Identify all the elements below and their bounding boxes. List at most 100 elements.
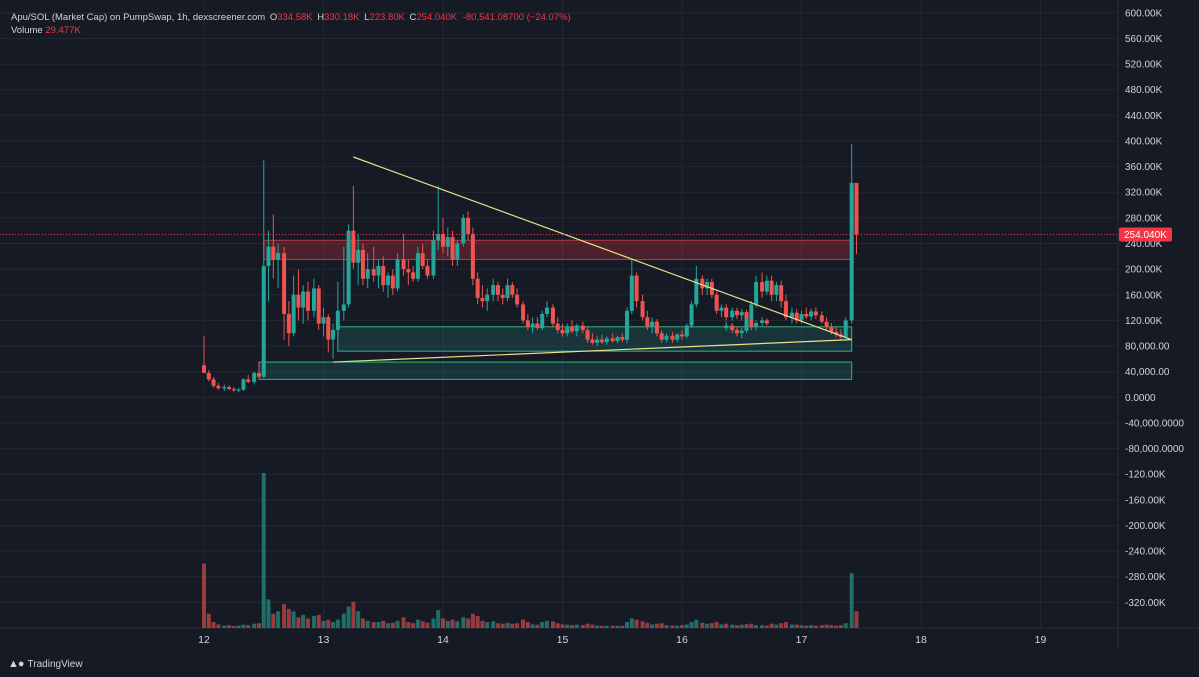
candle-body [629, 275, 634, 311]
volume-bar [754, 625, 759, 628]
candle-body [650, 321, 655, 327]
y-tick-label: -320.00K [1125, 598, 1166, 609]
candle-body [202, 365, 206, 373]
candle-body [585, 330, 590, 340]
open-label: O [269, 12, 278, 23]
candle-body [470, 233, 475, 279]
volume-bar [371, 622, 376, 628]
x-tick-label: 15 [557, 634, 569, 646]
volume-bar [565, 624, 570, 628]
volume-bar [834, 625, 839, 628]
volume-bar [346, 606, 351, 628]
volume-bar [590, 624, 595, 628]
candle-body [705, 281, 710, 289]
candle-body [335, 310, 340, 331]
candle-body [311, 288, 316, 311]
candle-body [510, 285, 515, 295]
volume-bar [256, 623, 261, 628]
y-tick-label: -80,000.0000 [1125, 444, 1184, 455]
candle-body [809, 311, 814, 317]
volume-bar [246, 625, 251, 628]
volume-bar [360, 618, 365, 628]
volume-bar [390, 622, 395, 628]
volume-bar [222, 625, 227, 628]
volume-bar [819, 625, 824, 628]
candle-body [560, 330, 565, 334]
volume-bar [570, 625, 575, 628]
volume-bar [809, 625, 814, 628]
candle-body [371, 269, 376, 276]
change-value: -80,541.08700 (−24.07%) [462, 12, 571, 23]
volume-bar [719, 624, 724, 628]
candle-body [271, 246, 276, 260]
candle-body [530, 323, 535, 327]
candle-body [395, 259, 400, 289]
candle-body [450, 237, 455, 260]
volume-bar [675, 625, 680, 628]
candle-body [730, 325, 735, 331]
tradingview-brand[interactable]: ▲● TradingView [8, 658, 83, 670]
candle-body [760, 320, 765, 323]
volume-bar [629, 618, 634, 628]
candle-body [211, 379, 216, 386]
volume-bar [634, 619, 639, 628]
volume-bar [774, 624, 779, 628]
candle-body [480, 297, 485, 302]
candle-body [356, 249, 361, 263]
volume-bar [829, 625, 834, 628]
candle-body [580, 325, 585, 331]
candle-body [640, 301, 645, 318]
volume-bar [560, 624, 565, 628]
candle-body [774, 285, 779, 295]
volume-bar [724, 623, 729, 628]
volume-bar [550, 621, 555, 628]
volume-bar [555, 623, 560, 628]
volume-bar [236, 625, 241, 628]
candle-body [829, 326, 834, 332]
candle-body [813, 311, 818, 316]
candle-body [779, 285, 784, 302]
high-value: 330.18K [324, 12, 360, 23]
candle-body [341, 304, 346, 311]
y-tick-label: 480.00K [1125, 85, 1163, 96]
candle-body [744, 319, 749, 331]
current-price-label: 254.040K [1124, 230, 1167, 241]
candle-body [475, 278, 480, 298]
candle-body [227, 387, 232, 389]
y-tick-label: 600.00K [1125, 8, 1163, 19]
candle-body [236, 389, 241, 391]
candle-body [599, 339, 604, 343]
volume-bar [610, 625, 615, 628]
candle-body [769, 280, 774, 295]
y-tick-label: -120.00K [1125, 470, 1166, 481]
trendline [333, 339, 852, 363]
volume-bar [585, 623, 590, 628]
volume-bar [495, 623, 500, 628]
open-value: 334.58K [277, 12, 313, 23]
candle-body [296, 294, 301, 308]
volume-bar [282, 604, 287, 628]
volume-bar [461, 617, 466, 628]
candle-body [420, 253, 425, 266]
volume-bar [441, 618, 445, 628]
volume-bar [261, 473, 266, 628]
candle-body [615, 337, 620, 341]
volume-bar [824, 624, 829, 628]
volume-bar [595, 625, 600, 628]
volume-bar [544, 620, 549, 628]
candle-body [406, 269, 411, 273]
volume-bar [241, 624, 246, 628]
candle-body [521, 304, 526, 321]
candle-body [734, 330, 739, 334]
volume-bar [730, 624, 735, 628]
volume-bar [854, 611, 859, 628]
candle-body [764, 320, 769, 324]
candle-body [222, 387, 227, 389]
candle-body [500, 294, 505, 298]
candle-body [555, 323, 560, 331]
volume-label: Volume [11, 25, 43, 36]
candle-body [670, 335, 675, 340]
volume-bar [406, 622, 411, 628]
candle-body [431, 240, 436, 276]
